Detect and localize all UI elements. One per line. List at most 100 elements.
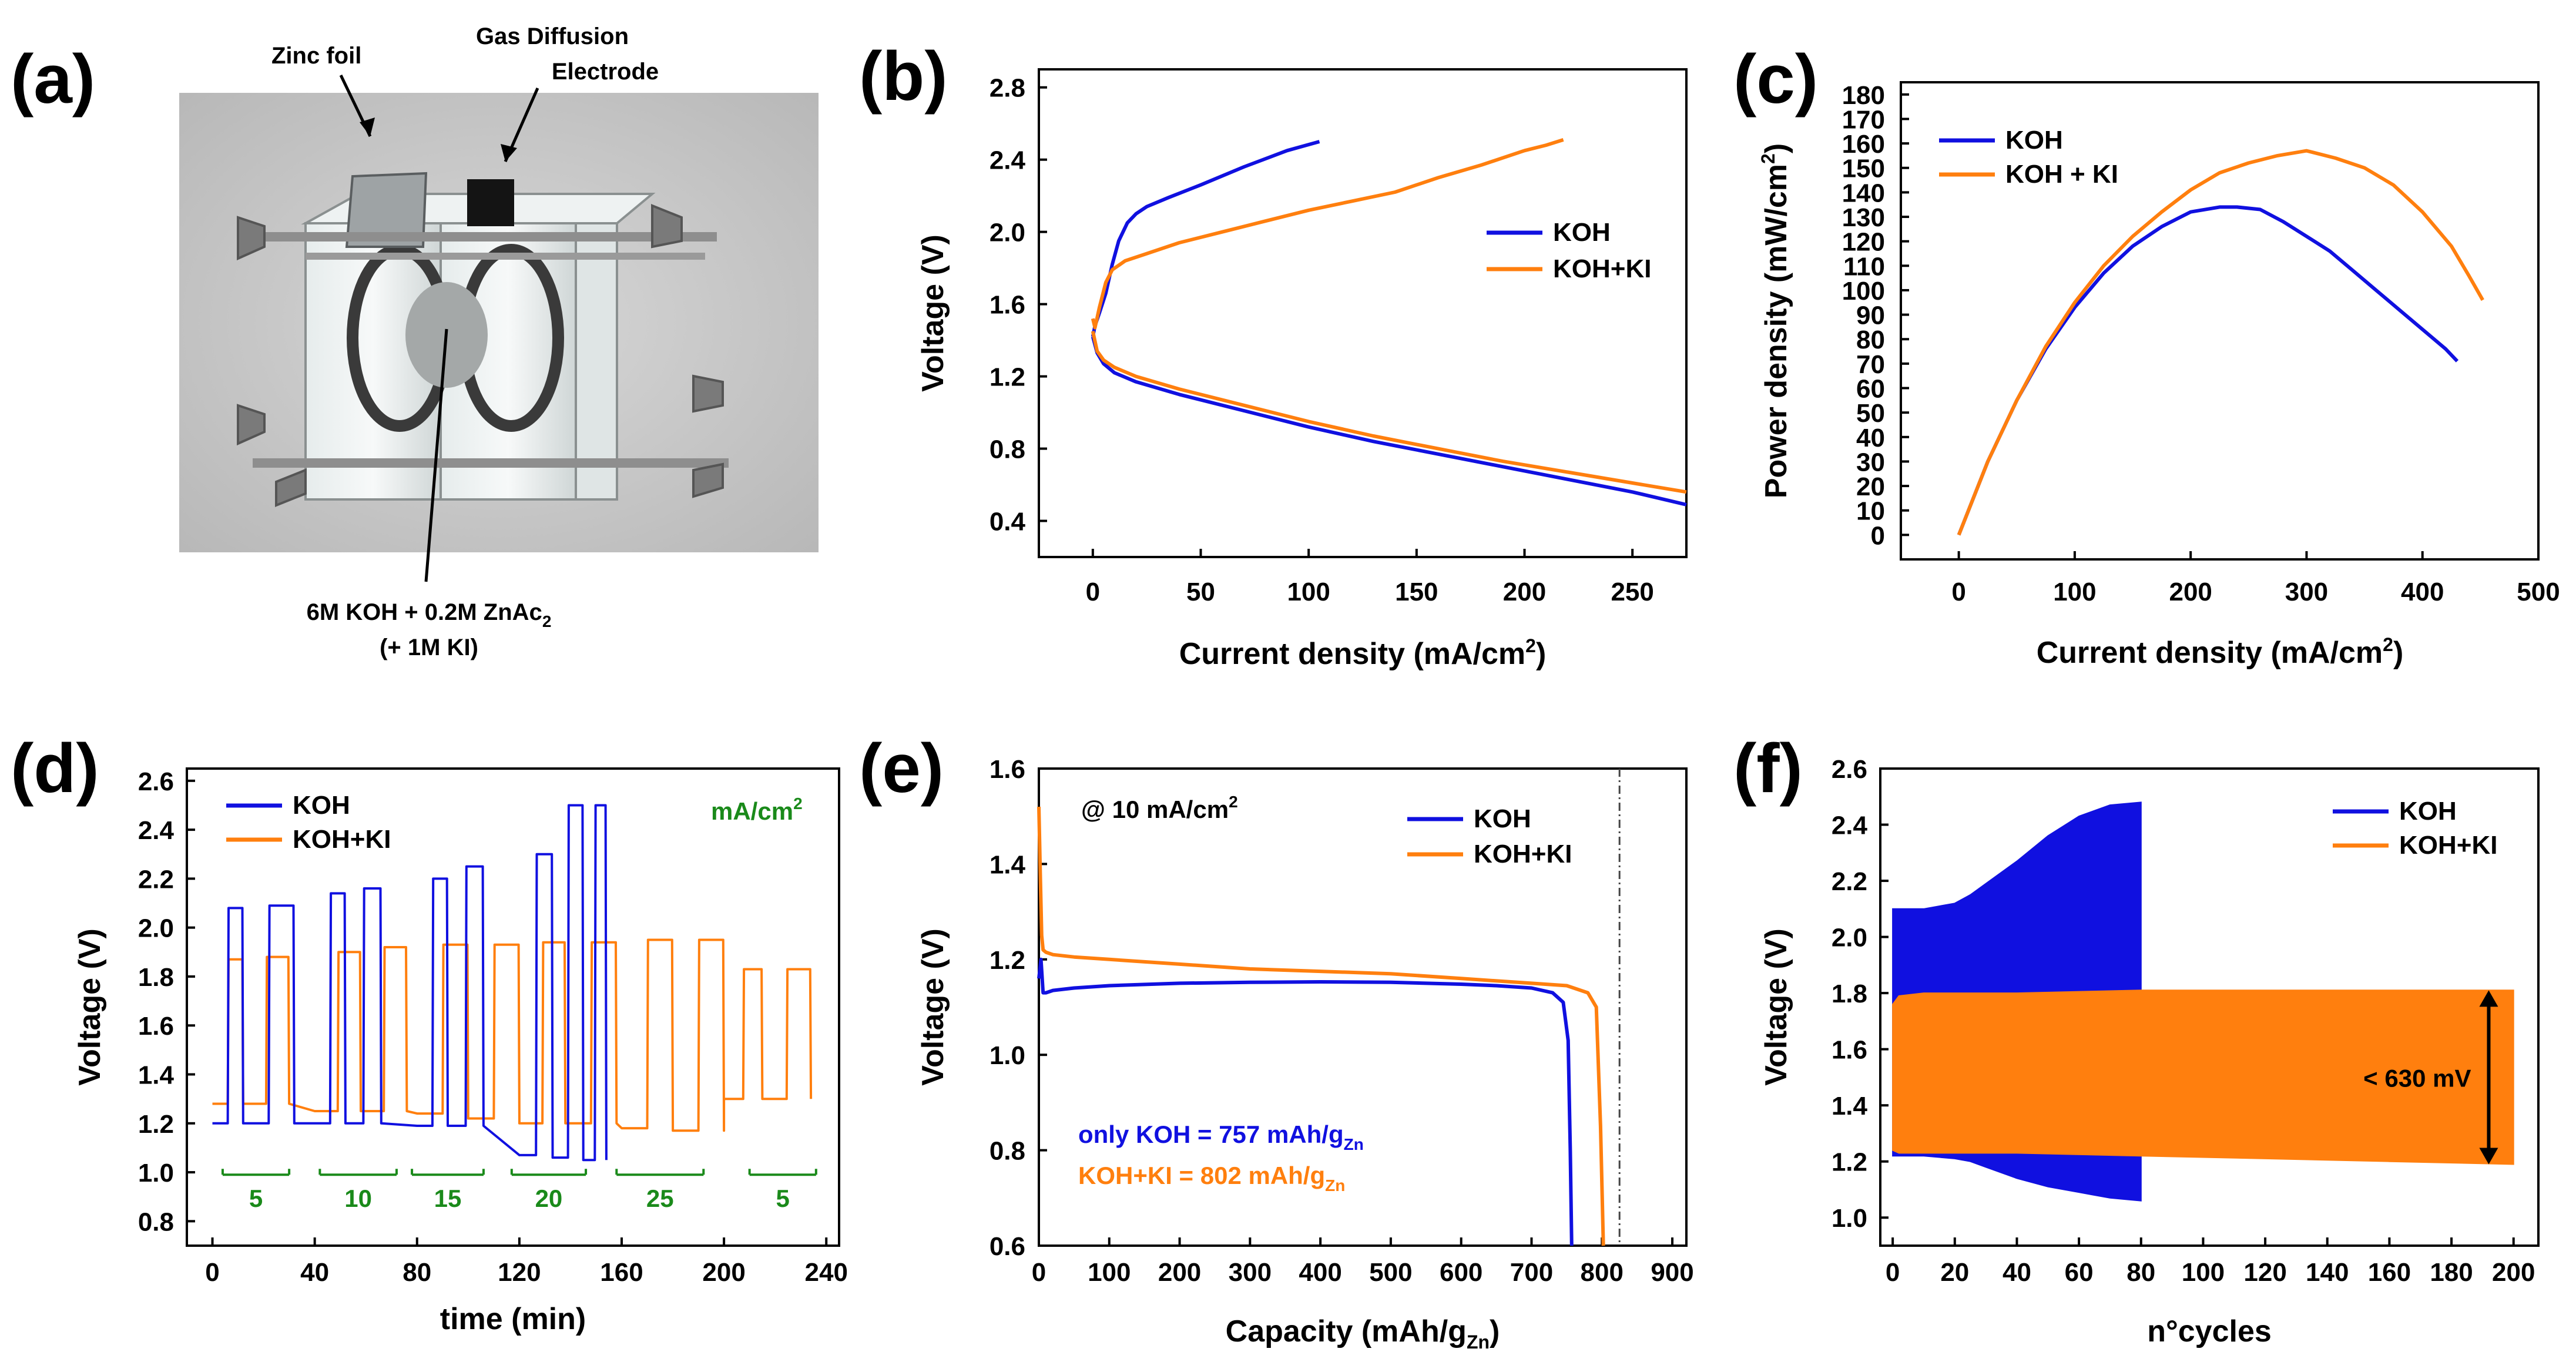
series-koh-discharge [1091, 336, 1687, 506]
y-tick-label-b: 2.8 [990, 74, 1025, 103]
capacity-note-kohki: KOH+KI = 802 mAh/gZn [1078, 1162, 1345, 1195]
panel-label-a: (a) [11, 41, 95, 118]
y-tick-label-f: 1.6 [1832, 1036, 1867, 1065]
step-label: 10 [344, 1185, 372, 1212]
x-tick-label-b: 0 [1086, 578, 1100, 606]
x-tick-label-d: 40 [300, 1258, 329, 1287]
y-tick-label-f: 1.4 [1832, 1092, 1868, 1121]
y-tick-label-c: 30 [1856, 448, 1885, 477]
x-tick-label-c: 400 [2401, 578, 2444, 606]
y-tick-label-c: 130 [1842, 203, 1885, 232]
x-tick-label-b: 50 [1186, 578, 1215, 606]
callout-zinc-foil: Zinc foil [271, 43, 361, 69]
x-tick-label-d: 0 [205, 1258, 219, 1287]
y-tick-label-c: 0 [1871, 521, 1885, 550]
chart-c: 0 100 200 300 400 500010203040506070809010011… [1757, 81, 2560, 670]
x-axis-title-f: n°cycles [2147, 1314, 2272, 1348]
y-tick-label-b: 1.2 [990, 363, 1025, 392]
y-tick-label-b: 0.8 [990, 435, 1025, 464]
y-tick-label-c: 160 [1842, 130, 1885, 159]
y-tick-label-c: 60 [1856, 375, 1885, 404]
x-axis-title-b: Current density (mA/cm2) [1179, 635, 1547, 671]
y-tick-label-f: 2.2 [1832, 867, 1867, 896]
y-axis-title-e: Voltage (V) [916, 928, 950, 1086]
y-tick-label-e: 1.0 [990, 1041, 1025, 1070]
series-koh [1957, 205, 2459, 536]
series-koh-ki [1037, 806, 1605, 1246]
y-axis-title-d: Voltage (V) [73, 928, 107, 1086]
plot-frame-f [1879, 767, 2540, 1247]
legend-label-kohki: KOH+KI [2399, 831, 2497, 860]
y-tick-label-f: 2.4 [1832, 811, 1868, 840]
step-label: 5 [249, 1185, 263, 1212]
x-tick-label-e: 700 [1510, 1258, 1553, 1287]
y-tick-label-e: 1.6 [990, 755, 1025, 784]
y-tick-label-b: 2.4 [990, 146, 1026, 175]
x-tick-label-b: 250 [1611, 578, 1653, 606]
legend-label-koh: KOH [293, 791, 350, 820]
y-tick-label-c: 20 [1856, 472, 1885, 501]
x-tick-label-d: 240 [805, 1258, 848, 1287]
panel-label-d: (d) [11, 730, 99, 807]
chart-f: 0 20 40 60 80 100 120 140 160 180 200 1.0 1.2 1.4 1.6 1… [1759, 755, 2540, 1348]
range-arrow-head-bottom [2479, 1148, 2498, 1165]
y-tick-label-e: 1.4 [990, 850, 1026, 879]
series-koh-charge [1091, 140, 1320, 337]
x-tick-label-b: 100 [1287, 578, 1330, 606]
y-tick-label-d: 2.4 [138, 816, 175, 845]
y-tick-label-d: 2.2 [138, 865, 174, 894]
x-tick-label-d: 80 [402, 1258, 431, 1287]
callout-zinc-arrowhead [360, 118, 375, 136]
panel-label-e: (e) [859, 730, 944, 807]
chart-b: 0 50 100 150 200 250 0.4 0.8 1.2 1.6 2.0 2.4 2.8 Curr… [916, 68, 1688, 671]
step-label: 15 [434, 1185, 462, 1212]
x-tick-label-d: 200 [702, 1258, 745, 1287]
x-tick-label-b: 200 [1503, 578, 1546, 606]
plot-frame-b [1038, 68, 1688, 558]
x-tick-label-e: 200 [1158, 1258, 1201, 1287]
y-tick-label-c: 140 [1842, 179, 1885, 207]
zinc-foil-shape [345, 172, 428, 248]
x-tick-label-e: 500 [1369, 1258, 1412, 1287]
x-tick-label-e: 800 [1581, 1258, 1624, 1287]
legend-label-koh: KOH [2005, 126, 2063, 155]
y-tick-label-c: 170 [1842, 105, 1885, 134]
y-tick-label-d: 2.6 [138, 767, 174, 796]
x-tick-label-f: 40 [2003, 1258, 2031, 1287]
plot-frame-e [1038, 767, 1688, 1247]
unit-label-d: mA/cm2 [711, 794, 803, 825]
x-tick-label-c: 100 [2053, 578, 2096, 606]
step-label: 25 [646, 1185, 674, 1212]
x-tick-label-b: 150 [1395, 578, 1438, 606]
series-koh-ki-discharge [1091, 331, 1687, 494]
y-tick-label-d: 2.0 [138, 914, 174, 943]
y-tick-label-d: 1.2 [138, 1110, 174, 1139]
x-tick-label-e: 400 [1299, 1258, 1341, 1287]
chart-e: 0 100 200 300 400 500 600 700 800 900 0.6 0.8 1.0 1.2… [916, 755, 1694, 1353]
x-tick-label-f: 160 [2368, 1258, 2411, 1287]
legend-label-kohki: KOH+KI [1474, 840, 1572, 868]
callout-electrolyte-line1: 6M KOH + 0.2M ZnAc2 [307, 599, 552, 630]
series-koh-ki-charge [1091, 138, 1564, 330]
y-tick-label-c: 40 [1856, 424, 1885, 452]
panel-label-b: (b) [859, 38, 948, 115]
rod-middle [306, 253, 705, 260]
range-arrow-head-top [2479, 990, 2498, 1007]
callout-gde-line1: Gas Diffusion [476, 24, 629, 49]
callout-electrolyte-leader [424, 328, 448, 582]
x-tick-label-f: 80 [2126, 1258, 2155, 1287]
legend-label-koh: KOH [1553, 218, 1611, 247]
step-label: 20 [535, 1185, 563, 1212]
chart-d: 0 40 80 120 160 200 240 0.8 1.0 1.2 1.4 1.6 1.8 2.0 2.… [73, 767, 848, 1336]
acrylic-endplate [575, 222, 618, 501]
y-tick-label-e: 0.8 [990, 1137, 1025, 1166]
x-tick-label-e: 100 [1088, 1258, 1131, 1287]
step-label: 5 [776, 1185, 790, 1212]
gde-shape [467, 179, 514, 226]
callout-gde-arrowhead [501, 144, 517, 162]
x-tick-label-f: 140 [2306, 1258, 2349, 1287]
y-tick-label-d: 1.8 [138, 963, 174, 992]
x-tick-label-e: 0 [1032, 1258, 1046, 1287]
x-axis-title-c: Current density (mA/cm2) [2037, 634, 2404, 670]
y-tick-label-e: 0.6 [990, 1232, 1025, 1261]
